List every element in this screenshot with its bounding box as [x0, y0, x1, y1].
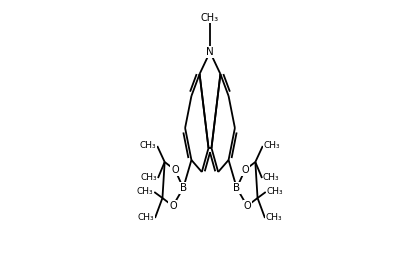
- Text: CH₃: CH₃: [137, 187, 153, 197]
- Text: CH₃: CH₃: [267, 187, 283, 197]
- Text: CH₃: CH₃: [140, 142, 157, 151]
- Text: CH₃: CH₃: [266, 214, 282, 222]
- Text: CH₃: CH₃: [263, 142, 280, 151]
- Text: CH₃: CH₃: [263, 174, 279, 183]
- Text: O: O: [171, 165, 179, 175]
- Text: O: O: [243, 201, 251, 211]
- Text: B: B: [180, 183, 187, 193]
- Text: N: N: [206, 47, 214, 57]
- Text: B: B: [233, 183, 240, 193]
- Text: CH₃: CH₃: [141, 174, 157, 183]
- Text: O: O: [241, 165, 249, 175]
- Text: CH₃: CH₃: [138, 214, 154, 222]
- Text: CH₃: CH₃: [201, 13, 219, 23]
- Text: O: O: [169, 201, 177, 211]
